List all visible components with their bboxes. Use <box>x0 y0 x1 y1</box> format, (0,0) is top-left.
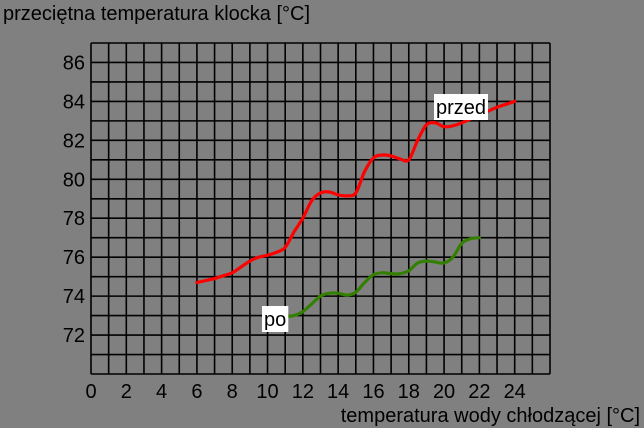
series-label-text: przed <box>436 97 486 119</box>
series-label-przed: przed <box>434 94 488 120</box>
series-label-box <box>262 306 289 332</box>
series-label-box <box>434 94 488 120</box>
y-axis-title: przeciętna temperatura klocka [°C] <box>3 3 310 25</box>
y-tick-label: 86 <box>63 52 85 74</box>
y-tick-label: 78 <box>63 208 85 230</box>
x-tick-label: 6 <box>191 381 202 403</box>
x-tick-label: 20 <box>433 381 455 403</box>
x-tick-label: 12 <box>292 381 314 403</box>
y-tick-label: 84 <box>63 91 85 113</box>
y-tick-label: 72 <box>63 325 85 347</box>
series-label-text: po <box>264 309 286 331</box>
x-tick-labels: 0 2 4 6 8 10 12 14 16 18 20 22 24 <box>85 381 525 403</box>
x-tick-label: 14 <box>327 381 349 403</box>
x-tick-label: 8 <box>227 381 238 403</box>
series-label-po: po <box>262 306 289 332</box>
y-tick-label: 76 <box>63 247 85 269</box>
y-tick-label: 74 <box>63 286 85 308</box>
series-line-po <box>283 236 481 319</box>
y-tick-label: 80 <box>63 169 85 191</box>
y-tick-labels: 72 74 76 78 80 82 84 86 <box>63 52 85 347</box>
x-tick-label: 2 <box>121 381 132 403</box>
x-tick-label: 0 <box>85 381 96 403</box>
x-tick-label: 18 <box>398 381 420 403</box>
series-line-przed <box>195 99 517 285</box>
x-tick-label: 24 <box>504 381 526 403</box>
x-tick-label: 10 <box>256 381 278 403</box>
x-tick-label: 22 <box>468 381 490 403</box>
series-layer <box>195 99 517 319</box>
series-labels: przed po <box>262 94 488 332</box>
x-axis-title: temperatura wody chłodzącej [°C] <box>341 405 640 427</box>
x-tick-label: 4 <box>156 381 167 403</box>
x-tick-label: 16 <box>362 381 384 403</box>
y-tick-label: 82 <box>63 130 85 152</box>
